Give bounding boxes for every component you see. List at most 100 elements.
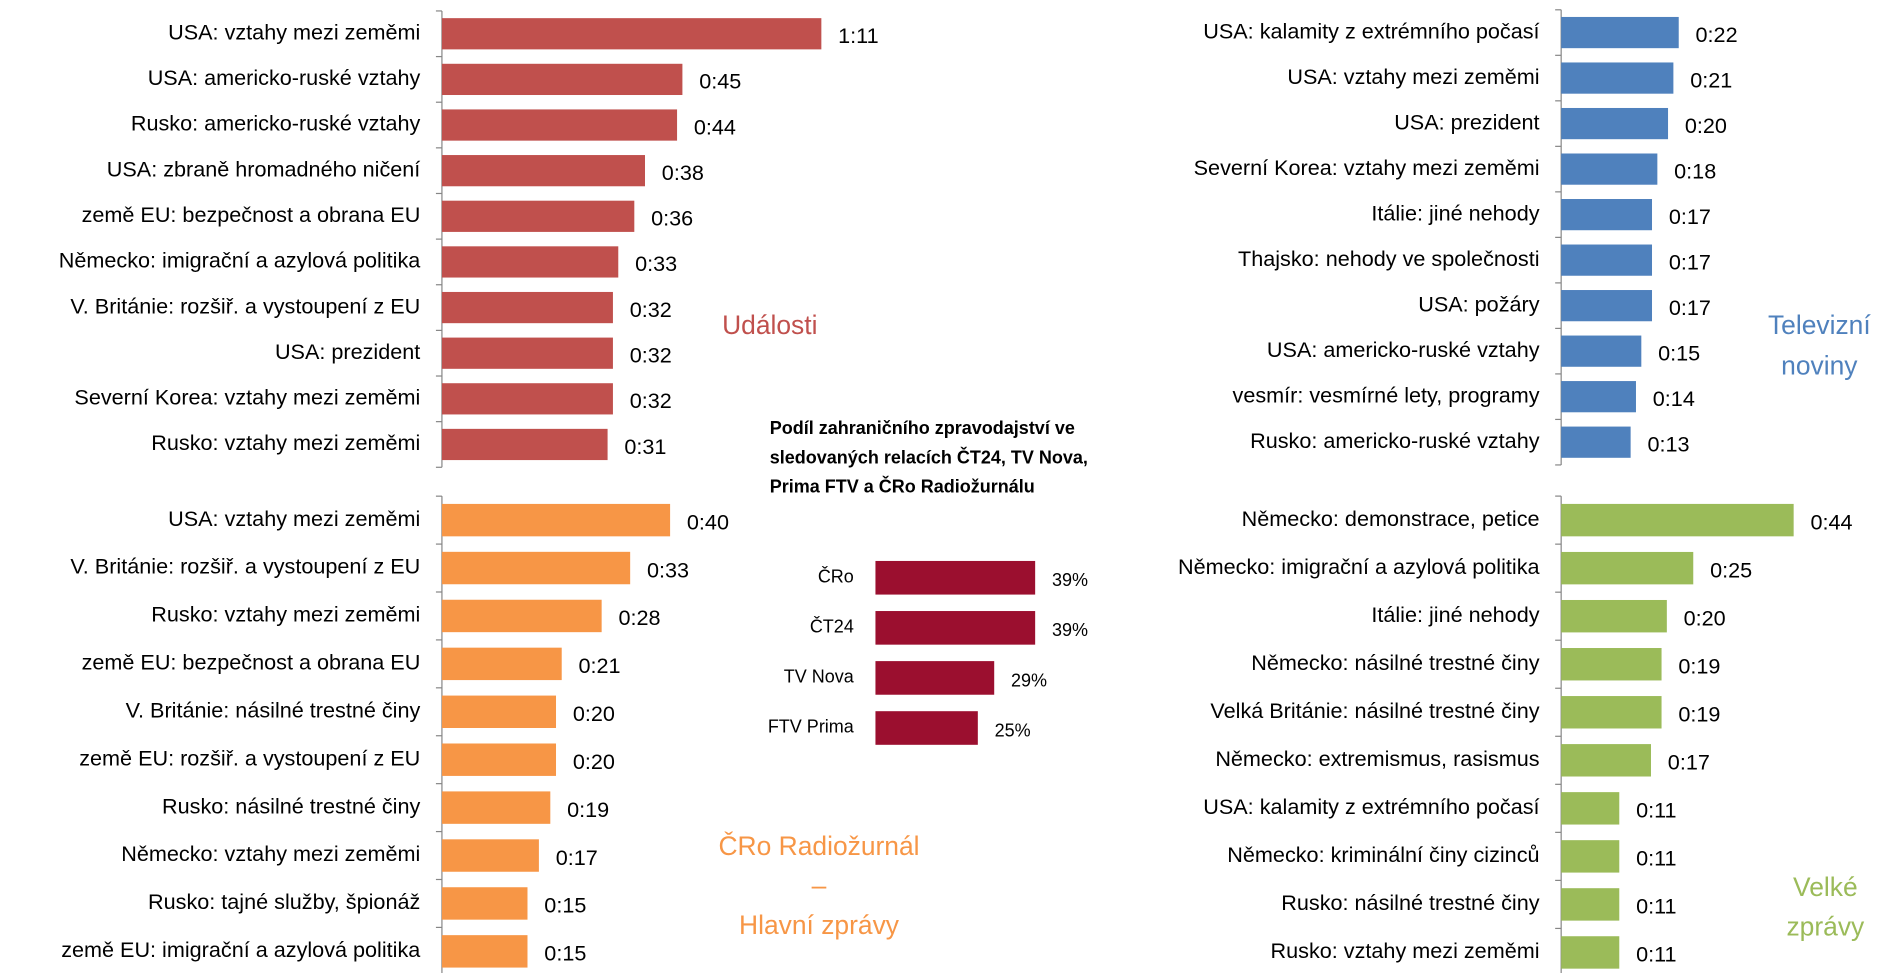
bar — [1561, 244, 1653, 276]
value-label: 29% — [1011, 670, 1047, 690]
value-label: 0:25 — [1710, 557, 1752, 582]
bar — [441, 63, 683, 96]
category-label: Itálie: jiné nehody — [1371, 602, 1539, 627]
bar — [441, 791, 551, 824]
category-label: V. Británie: násilné trestné činy — [126, 697, 421, 722]
value-label: 0:18 — [1674, 158, 1716, 183]
value-label: 0:33 — [635, 251, 677, 276]
category-label: Itálie: jiné nehody — [1371, 200, 1539, 225]
category-label: Německo: kriminální činy cizinců — [1227, 842, 1539, 867]
value-label: 0:11 — [1636, 798, 1676, 823]
category-label: země EU: bezpečnost a obrana EU — [82, 650, 421, 675]
value-label: 0:40 — [687, 509, 729, 534]
category-label: USA: americko-ruské vztahy — [1267, 337, 1540, 362]
category-label: Rusko: násilné trestné činy — [162, 793, 420, 818]
value-label: 0:44 — [694, 114, 736, 139]
bar — [441, 839, 539, 872]
bar — [441, 599, 602, 633]
category-label: USA: kalamity z extrémního počasí — [1203, 794, 1539, 819]
chart-title: ČRo Radiožurnál – Hlavní zprávy — [718, 831, 919, 940]
chart-title: Podíl zahraničního zpravodajství ve sledo… — [770, 418, 1088, 497]
category-label: Německo: imigrační a azylová politika — [59, 248, 421, 273]
value-label: 0:36 — [651, 206, 693, 231]
bar — [441, 428, 608, 461]
bar — [1561, 335, 1642, 367]
category-label: USA: vztahy mezi zeměmi — [168, 506, 420, 531]
category-label: Rusko: tajné služby, špionáž — [148, 889, 420, 914]
bar — [441, 155, 645, 187]
value-label: 0:20 — [1684, 606, 1726, 631]
bar — [875, 611, 1036, 645]
bar — [441, 935, 528, 968]
bar — [441, 109, 678, 141]
category-label: USA: prezident — [1394, 109, 1539, 134]
value-label: 0:20 — [573, 749, 615, 774]
category-label: USA: vztahy mezi zeměmi — [1287, 64, 1539, 89]
value-label: 0:19 — [1678, 654, 1720, 679]
value-label: 0:38 — [662, 160, 704, 185]
bar — [1561, 290, 1653, 322]
bar — [441, 337, 613, 369]
value-label: 0:13 — [1647, 431, 1689, 456]
bar — [1561, 599, 1667, 633]
bar — [441, 647, 562, 681]
bar — [1561, 792, 1620, 825]
bar — [441, 743, 557, 776]
value-label: 0:32 — [630, 388, 672, 413]
category-label: Thajsko: nehody ve společnosti — [1238, 246, 1540, 271]
bar — [441, 200, 635, 232]
category-label: Severní Korea: vztahy mezi zeměmi — [1194, 155, 1540, 180]
bar — [1561, 648, 1662, 681]
bar — [441, 383, 613, 415]
bar — [875, 661, 995, 695]
value-label: 0:32 — [630, 297, 672, 322]
category-label: Německo: imigrační a azylová politika — [1178, 554, 1540, 579]
category-label: V. Británie: rozšiř. a vystoupení z EU — [70, 554, 420, 579]
category-label: V. Británie: rozšiř. a vystoupení z EU — [70, 293, 420, 318]
category-label: ČRo — [818, 566, 854, 587]
bar — [1561, 426, 1631, 458]
category-label: USA: kalamity z extrémního počasí — [1203, 18, 1539, 43]
category-label: Rusko: vztahy mezi zeměmi — [151, 430, 420, 455]
bar — [1561, 153, 1658, 185]
category-label: země EU: rozšiř. a vystoupení z EU — [79, 745, 420, 770]
value-label: 0:17 — [1669, 249, 1711, 274]
value-label: 0:32 — [630, 343, 672, 368]
value-label: 0:33 — [647, 557, 689, 582]
value-label: 0:11 — [1636, 846, 1676, 871]
value-label: 39% — [1052, 570, 1088, 590]
value-label: 0:15 — [544, 941, 586, 966]
category-label: země EU: bezpečnost a obrana EU — [82, 202, 421, 227]
bar — [875, 560, 1036, 595]
value-label: 0:21 — [579, 653, 621, 678]
category-label: Rusko: americko-ruské vztahy — [131, 111, 421, 136]
category-label: USA: zbraně hromadného ničení — [107, 156, 421, 181]
category-label: země EU: imigrační a azylová politika — [61, 937, 421, 962]
value-label: 0:45 — [699, 69, 741, 94]
value-label: 0:31 — [624, 434, 666, 459]
bar — [441, 695, 557, 728]
category-label: Německo: extremismus, rasismus — [1215, 746, 1539, 771]
category-label: Velká Británie: násilné trestné činy — [1210, 698, 1539, 723]
category-label: ČT24 — [810, 616, 854, 637]
category-label: Německo: násilné trestné činy — [1251, 650, 1539, 675]
bar — [875, 711, 978, 745]
value-label: 0:17 — [556, 845, 598, 870]
value-label: 0:11 — [1636, 942, 1676, 967]
bar — [441, 18, 822, 50]
value-label: 0:15 — [1658, 340, 1700, 365]
chart-title: Události — [722, 310, 817, 340]
value-label: 1:11 — [838, 23, 878, 48]
bar — [1561, 888, 1620, 921]
value-label: 0:19 — [1678, 702, 1720, 727]
value-label: 0:17 — [1669, 295, 1711, 320]
bar — [441, 887, 528, 920]
chart-title: Televizní noviny — [1768, 310, 1871, 381]
value-label: 25% — [995, 720, 1031, 740]
bar — [1561, 503, 1794, 537]
category-label: Rusko: vztahy mezi zeměmi — [151, 602, 420, 627]
bar — [1561, 62, 1674, 94]
value-label: 0:17 — [1668, 750, 1710, 775]
value-label: 0:28 — [618, 605, 660, 630]
bar — [1561, 107, 1669, 140]
